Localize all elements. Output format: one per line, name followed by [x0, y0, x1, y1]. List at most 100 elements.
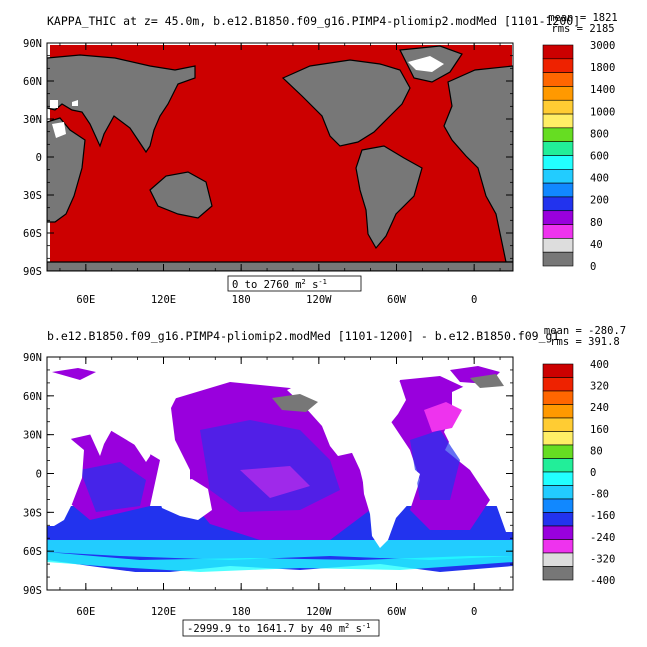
colorbar-swatch [542, 251, 574, 267]
x-tick-label: 0 [471, 606, 477, 618]
europe-africa-east-land [443, 65, 513, 263]
y-tick-label: 30N [23, 114, 42, 126]
x-tick-label: 120E [151, 294, 176, 306]
colorbar-label: 1400 [590, 84, 615, 96]
colorbar-swatch [542, 182, 574, 198]
colorbar-swatch [542, 155, 574, 170]
panel-2-colorbar: 400 320 240 160 80 0 -80 -160 -240 -320 -400 [542, 359, 615, 587]
colorbar-label: 400 [590, 173, 609, 185]
colorbar-label: 400 [590, 359, 609, 371]
colorbar-label: 200 [590, 195, 609, 207]
panel-1-missing [50, 56, 444, 138]
panel-2-title: b.e12.B1850.f09_g16.PIMP4-pliomip2.modMe… [47, 329, 559, 343]
north-america-land [281, 59, 411, 147]
panel-1-rms: rms = 2185 [551, 23, 614, 35]
y-tick-label: 90S [23, 266, 42, 278]
panel-2-circumpolar-band [47, 540, 513, 560]
africa-land [47, 117, 86, 223]
colorbar-swatch [542, 525, 574, 540]
colorbar-swatch [542, 224, 574, 239]
x-tick-label: 120W [306, 606, 332, 618]
colorbar-label: 800 [590, 128, 609, 140]
colorbar-swatch [542, 390, 574, 405]
colorbar-swatch [542, 539, 574, 554]
colorbar-swatch [542, 99, 574, 115]
y-tick-label: 0 [36, 469, 42, 481]
panel-2-map [47, 357, 513, 590]
panel-2-range-box [182, 619, 380, 637]
antarctica-mask [47, 572, 513, 590]
colorbar-swatch [542, 566, 574, 581]
colorbar-label: 80 [590, 217, 603, 229]
panel-2-range-label: -2999.9 to 1641.7 by 40 m2 s-1 [187, 622, 370, 635]
colorbar-swatch [542, 196, 574, 212]
australia-land [149, 171, 213, 219]
colorbar-swatch [542, 141, 574, 156]
panel-1-title: KAPPA_THIC at z= 45.0m, b.e12.B1850.f09_… [47, 14, 580, 28]
panel-2-land [47, 360, 513, 590]
x-tick-label: 60E [76, 606, 95, 618]
panel-1-range-label: 0 to 2760 m2 s-1 [232, 278, 327, 291]
colorbar-label: 0 [590, 261, 596, 273]
panel-1-mean: mean = 1821 [548, 12, 618, 24]
x-tick-label: 60W [387, 606, 407, 618]
colorbar-swatch [542, 210, 574, 225]
south-america-land [355, 145, 423, 250]
colorbar-swatch [542, 498, 574, 513]
x-tick-label: 0 [471, 294, 477, 306]
eurasia-mask [47, 360, 195, 462]
y-tick-label: 90N [23, 352, 42, 364]
colorbar-swatch [542, 363, 574, 378]
colorbar-swatch [542, 444, 574, 459]
colorbar-label: 40 [590, 239, 603, 251]
colorbar-label: 3000 [590, 40, 615, 52]
eurasia-land [47, 54, 196, 154]
australia-mask [158, 479, 212, 520]
colorbar-swatch [542, 471, 574, 486]
africa-mask [47, 428, 84, 526]
colorbar-label: 320 [590, 381, 609, 393]
colorbar-swatch [542, 512, 574, 527]
south-america-mask [362, 452, 420, 548]
panel-1-map [47, 43, 513, 271]
colorbar-swatch [542, 417, 574, 432]
colorbar-label: -80 [590, 489, 609, 501]
y-tick-label: 60N [23, 391, 42, 403]
x-tick-label: 60W [387, 294, 407, 306]
colorbar-label: 1800 [590, 62, 615, 74]
colorbar-swatch [542, 552, 574, 567]
panel-1: KAPPA_THIC at z= 45.0m, b.e12.B1850.f09_… [23, 12, 618, 306]
y-tick-label: 90N [23, 38, 42, 50]
y-tick-label: 30S [23, 507, 42, 519]
colorbar-swatch [542, 238, 574, 253]
colorbar-swatch [542, 113, 574, 129]
antarctica-land [47, 261, 513, 271]
colorbar-swatch [542, 431, 574, 446]
colorbar-swatch [542, 58, 574, 73]
colorbar-label: 80 [590, 445, 603, 457]
x-tick-label: 180 [232, 606, 251, 618]
colorbar-label: 0 [590, 467, 596, 479]
colorbar-swatch [542, 86, 574, 101]
colorbar-swatch [542, 127, 574, 142]
x-tick-label: 60E [76, 294, 95, 306]
colorbar-swatch [542, 485, 574, 500]
x-tick-label: 120E [151, 606, 176, 618]
y-tick-label: 0 [36, 152, 42, 164]
colorbar-label: -400 [590, 575, 615, 587]
panel-2: b.e12.B1850.f09_g16.PIMP4-pliomip2.modMe… [23, 325, 626, 637]
x-tick-label: 120W [306, 294, 332, 306]
colorbar-swatch [542, 458, 574, 473]
colorbar-label: -160 [590, 510, 615, 522]
colorbar-label: -240 [590, 532, 615, 544]
panel-1-range-box [227, 275, 362, 292]
colorbar-swatch [542, 169, 574, 184]
x-tick-label: 180 [232, 294, 251, 306]
panel-1-axes: 60E 120E 180 120W 60W 0 90N 60N 30N 0 30S 60S 90S [23, 38, 513, 306]
north-america-mask [287, 372, 406, 456]
colorbar-label: 240 [590, 402, 609, 414]
panel-2-rms: rms = 391.8 [550, 336, 620, 348]
colorbar-label: 600 [590, 151, 609, 163]
